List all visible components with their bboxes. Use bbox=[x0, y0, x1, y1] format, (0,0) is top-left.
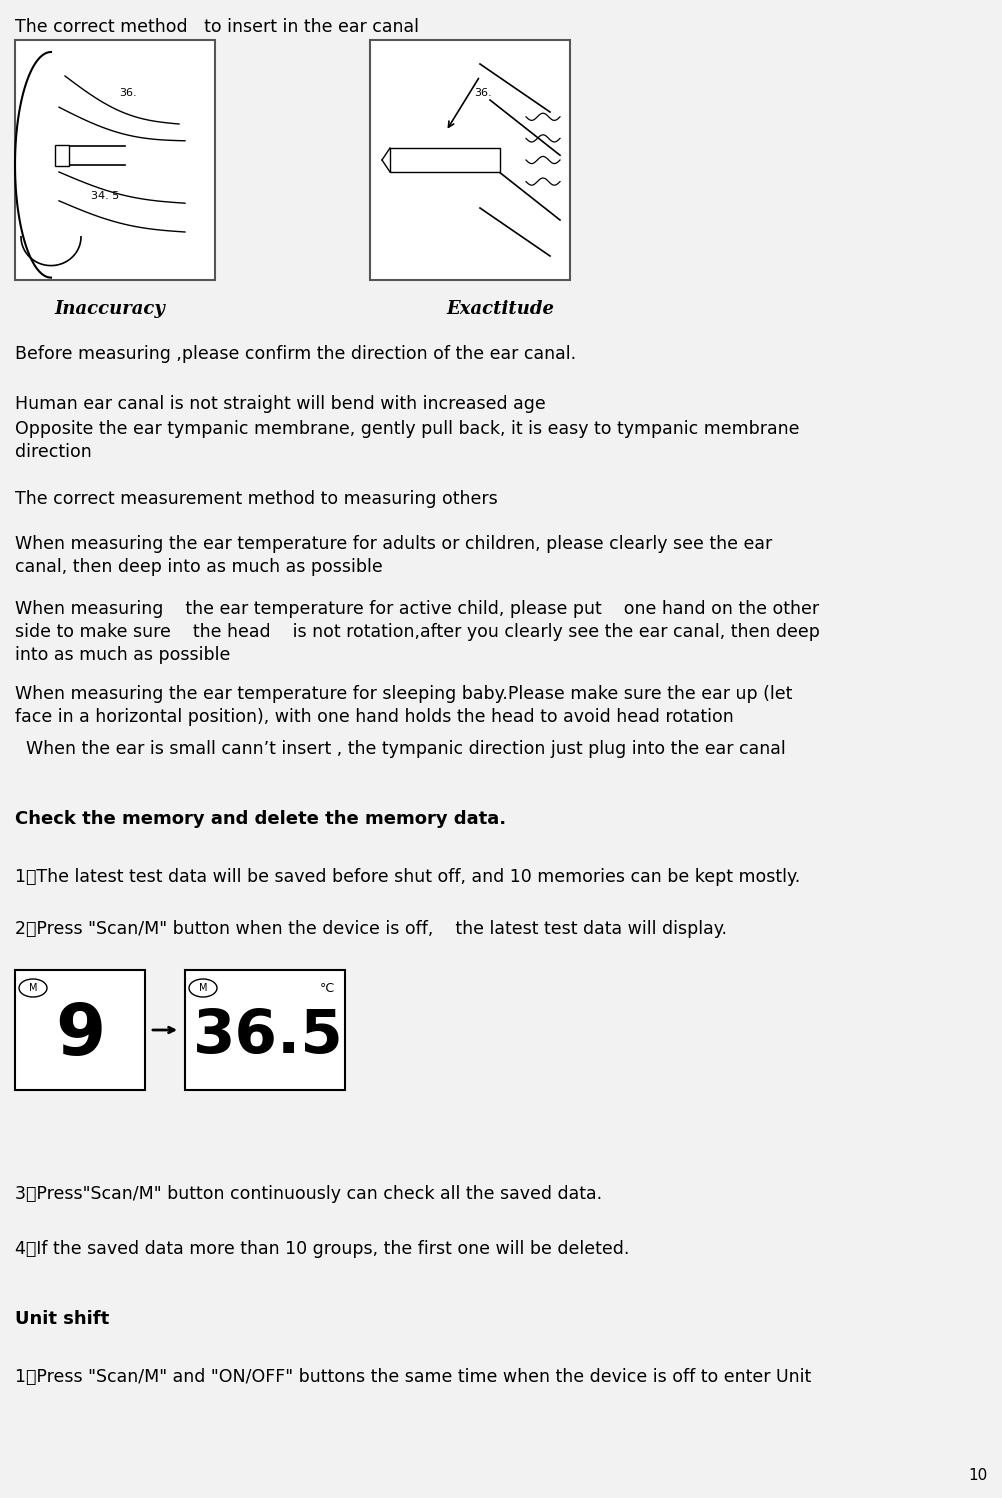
Text: Human ear canal is not straight will bend with increased age: Human ear canal is not straight will ben… bbox=[15, 395, 545, 413]
Text: °C: °C bbox=[320, 983, 335, 995]
Text: When the ear is small cann’t insert , the tympanic direction just plug into the : When the ear is small cann’t insert , th… bbox=[15, 740, 785, 758]
Text: The correct measurement method to measuring others: The correct measurement method to measur… bbox=[15, 490, 497, 508]
Text: Unit shift: Unit shift bbox=[15, 1309, 109, 1329]
Bar bbox=[390, 148, 500, 172]
Text: 2、Press "Scan/M" button when the device is off,    the latest test data will dis: 2、Press "Scan/M" button when the device … bbox=[15, 920, 726, 938]
Text: Exactitude: Exactitude bbox=[446, 300, 553, 318]
Ellipse shape bbox=[188, 980, 216, 998]
Text: M: M bbox=[198, 983, 207, 993]
Bar bbox=[370, 40, 569, 280]
Bar bbox=[15, 40, 214, 280]
Text: Opposite the ear tympanic membrane, gently pull back, it is easy to tympanic mem: Opposite the ear tympanic membrane, gent… bbox=[15, 419, 799, 461]
Text: 3、Press"Scan/M" button continuously can check all the saved data.: 3、Press"Scan/M" button continuously can … bbox=[15, 1185, 601, 1203]
Text: 36.: 36. bbox=[119, 88, 136, 97]
Ellipse shape bbox=[19, 980, 47, 998]
Text: Check the memory and delete the memory data.: Check the memory and delete the memory d… bbox=[15, 810, 506, 828]
Text: 1、The latest test data will be saved before shut off, and 10 memories can be kep: 1、The latest test data will be saved bef… bbox=[15, 867, 800, 885]
Text: 1、Press "Scan/M" and "ON/OFF" buttons the same time when the device is off to en: 1、Press "Scan/M" and "ON/OFF" buttons th… bbox=[15, 1368, 811, 1386]
Bar bbox=[55, 145, 69, 165]
Text: Before measuring ,please confirm the direction of the ear canal.: Before measuring ,please confirm the dir… bbox=[15, 345, 575, 363]
Text: 10: 10 bbox=[968, 1468, 987, 1483]
Text: When measuring    the ear temperature for active child, please put    one hand o: When measuring the ear temperature for a… bbox=[15, 601, 819, 664]
Text: 9: 9 bbox=[55, 1002, 105, 1071]
Text: 4、If the saved data more than 10 groups, the first one will be deleted.: 4、If the saved data more than 10 groups,… bbox=[15, 1240, 628, 1258]
Text: 36.5: 36.5 bbox=[192, 1007, 344, 1065]
Text: 36.: 36. bbox=[474, 88, 491, 97]
Text: 34. 5: 34. 5 bbox=[91, 192, 119, 201]
Text: M: M bbox=[29, 983, 37, 993]
Text: When measuring the ear temperature for adults or children, please clearly see th: When measuring the ear temperature for a… bbox=[15, 535, 772, 575]
Text: Inaccuracy: Inaccuracy bbox=[54, 300, 165, 318]
Bar bbox=[184, 971, 345, 1091]
Text: The correct method   to insert in the ear canal: The correct method to insert in the ear … bbox=[15, 18, 419, 36]
Bar bbox=[15, 971, 145, 1091]
Text: When measuring the ear temperature for sleeping baby.Please make sure the ear up: When measuring the ear temperature for s… bbox=[15, 685, 792, 727]
